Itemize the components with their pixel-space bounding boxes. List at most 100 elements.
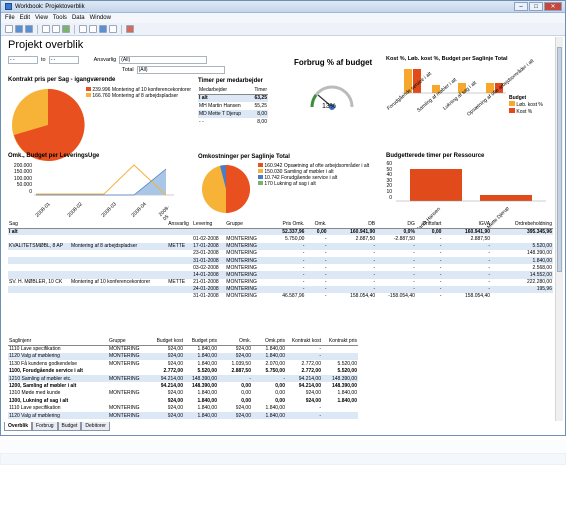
- col-ordrebeholdning[interactable]: Ordrebeholdning: [491, 221, 553, 229]
- table-row[interactable]: 31-01-2008 MONTERING 46.587,96-158.054,40-…: [8, 293, 553, 300]
- x-tick: 2008-01: [34, 201, 52, 219]
- total-select[interactable]: (All): [136, 66, 225, 74]
- date-from-input[interactable]: - -: [8, 56, 38, 64]
- tab-budget[interactable]: Budget: [57, 422, 82, 431]
- col-ansvarlig[interactable]: Ansvarlig: [167, 221, 193, 229]
- bar-mette-djerup[interactable]: [480, 195, 532, 201]
- table-row[interactable]: KVALITETSMØBL, 8 AP Montering af 8 arbejd…: [8, 242, 553, 250]
- col-sag[interactable]: Sag: [8, 221, 70, 229]
- table-row[interactable]: 1200, Samling af møbler i alt 94.214,00 14…: [8, 382, 358, 389]
- open-icon[interactable]: [15, 25, 23, 33]
- table-row[interactable]: MH Martin Hansen 55,25: [198, 102, 268, 110]
- tab-debitorer[interactable]: Debitorer: [81, 422, 110, 431]
- minimize-button[interactable]: –: [514, 2, 528, 11]
- table-row[interactable]: SV. H. MØBLER, 10 CK Montering af 10 konf…: [8, 279, 553, 286]
- omk-line[interactable]: [36, 164, 167, 196]
- bar-lob-1[interactable]: [404, 69, 412, 93]
- ansvarlig-select[interactable]: (All): [119, 56, 208, 64]
- table-row[interactable]: 1100, Forudgående service i alt 2.772,00 5…: [8, 368, 358, 375]
- grid-cell: 924,00: [167, 412, 183, 419]
- table-row[interactable]: 1120 Valg af møblering MONTERING 924,00 1.8…: [8, 352, 358, 361]
- col-gruppe[interactable]: Gruppe: [225, 221, 262, 229]
- table-row[interactable]: 1110 Lave specifikation MONTERING 924,00 1.…: [8, 405, 358, 412]
- bar-kost-4[interactable]: [495, 83, 503, 93]
- col-omk[interactable]: Omk.: [218, 338, 252, 346]
- menu-window[interactable]: Window: [89, 15, 111, 21]
- pie2-slice-1[interactable]: [226, 165, 250, 213]
- table-row[interactable]: 1130 Få kundens godkendelse MONTERING 924,…: [8, 360, 358, 367]
- total-cell: 160.941,90: [465, 229, 491, 236]
- scrollbar-thumb[interactable]: [557, 47, 562, 272]
- col-db[interactable]: DB: [327, 221, 377, 229]
- table-row[interactable]: 1210 Samling af møbler etc. MONTERING 94.2…: [8, 374, 358, 383]
- grid-cell: 0,00: [241, 397, 251, 404]
- filter-icon[interactable]: [126, 25, 134, 33]
- col-kontrakt-pris[interactable]: Kontrakt pris: [322, 338, 358, 346]
- sag-grid-total-row[interactable]: I alt 52.337,96 0,00 160.941,90 0,0% 0,00 160.…: [8, 228, 553, 236]
- col-kontrakt-kost[interactable]: Kontrakt kost: [286, 338, 322, 346]
- table-row[interactable]: MD Mette T Djerup 8,00: [198, 110, 268, 118]
- table-row[interactable]: 03-02-2008 MONTERING - - - - - - 2.568,00: [8, 264, 553, 271]
- col-timer: Timer: [250, 86, 268, 95]
- date-to-input[interactable]: - -: [48, 56, 79, 64]
- new-icon[interactable]: [5, 25, 13, 33]
- save-icon[interactable]: [25, 25, 33, 33]
- maximize-button[interactable]: □: [529, 2, 543, 11]
- bar-lob-2[interactable]: [432, 85, 440, 93]
- redo-icon[interactable]: [52, 25, 60, 33]
- grid-cell: [8, 286, 70, 293]
- col-saglinjenr[interactable]: Saglinjenr: [8, 338, 108, 346]
- tab-overblik[interactable]: Overblik: [4, 422, 33, 431]
- back-icon[interactable]: [79, 25, 87, 33]
- table-row[interactable]: 1300, Lukning af sag i alt 924,00 1.840,00…: [8, 397, 358, 404]
- col-desc[interactable]: [69, 221, 168, 229]
- app-icon: [5, 3, 12, 10]
- menu-view[interactable]: View: [35, 15, 48, 21]
- table-row[interactable]: 23-01-2008 MONTERING - - - - - - 148.390,00: [8, 250, 553, 257]
- table-row[interactable]: 01-02-2008 MONTERING 5.750,00-2.887,50 -2.8…: [8, 235, 553, 242]
- grid-cell: 195,96: [536, 286, 552, 293]
- tab-forbrug[interactable]: Forbrug: [32, 422, 58, 431]
- menu-tools[interactable]: Tools: [52, 15, 67, 21]
- y-tick: 10: [386, 188, 392, 195]
- menu-file[interactable]: File: [5, 15, 15, 21]
- col-driftsfart[interactable]: Driftsfart: [415, 221, 443, 229]
- close-button[interactable]: ✕: [544, 2, 562, 11]
- table-row[interactable]: 31-01-2008 MONTERING - - - - - - 1.840,00: [8, 256, 553, 265]
- grid-cell: [8, 257, 70, 264]
- col-omk[interactable]: Omk.: [305, 221, 328, 229]
- bar-martin-hansen[interactable]: [410, 169, 462, 201]
- bar-lob-4[interactable]: [486, 83, 494, 93]
- bar-kost-1[interactable]: [413, 69, 421, 93]
- vertical-scrollbar[interactable]: [555, 37, 563, 421]
- table-row[interactable]: 14-01-2008 MONTERING - - - - - - 14.552,00: [8, 271, 553, 279]
- menu-data[interactable]: Data: [71, 15, 85, 21]
- col-budget-pris[interactable]: Budget pris: [184, 338, 218, 346]
- bar-res-chart: [396, 169, 546, 202]
- col-omk-pris[interactable]: Omk.pris: [252, 338, 286, 346]
- table-row[interactable]: - -8,00: [198, 118, 268, 126]
- grid-icon[interactable]: [109, 25, 117, 33]
- undo-icon[interactable]: [42, 25, 50, 33]
- refresh-icon[interactable]: [62, 25, 70, 33]
- table-row[interactable]: 1110 Lave specifikation MONTERING 924,00 1.…: [8, 345, 358, 352]
- col-levering[interactable]: Levering: [192, 221, 226, 229]
- table-row[interactable]: 24-01-2008 MONTERING - - - - - - 195,96: [8, 285, 553, 293]
- bar-res-title: Budgetterede timer per Ressource: [386, 153, 485, 159]
- grid-cell: -: [439, 279, 442, 286]
- col-gruppe[interactable]: Gruppe: [108, 338, 148, 346]
- col-budget-kost[interactable]: Budget kost: [148, 338, 184, 346]
- table-row[interactable]: 1120 Valg af møblering MONTERING 924,00 1.8…: [8, 411, 358, 420]
- budget-line[interactable]: [36, 168, 167, 196]
- presentation-icon[interactable]: [99, 25, 107, 33]
- col-dg[interactable]: DG: [376, 221, 416, 229]
- col-igva[interactable]: IGVA: [442, 221, 492, 229]
- pie1-slice-1[interactable]: [14, 88, 85, 161]
- legend-swatch: [86, 87, 91, 91]
- forward-icon[interactable]: [89, 25, 97, 33]
- menu-edit[interactable]: Edit: [19, 15, 31, 21]
- col-pris-omk[interactable]: Pris Omk.: [261, 221, 306, 229]
- table-row[interactable]: 1310 Møde med kunde MONTERING 924,00 1.840,…: [8, 390, 358, 397]
- bar-lob-3[interactable]: [458, 83, 466, 93]
- pie2-slice-3[interactable]: [220, 165, 226, 189]
